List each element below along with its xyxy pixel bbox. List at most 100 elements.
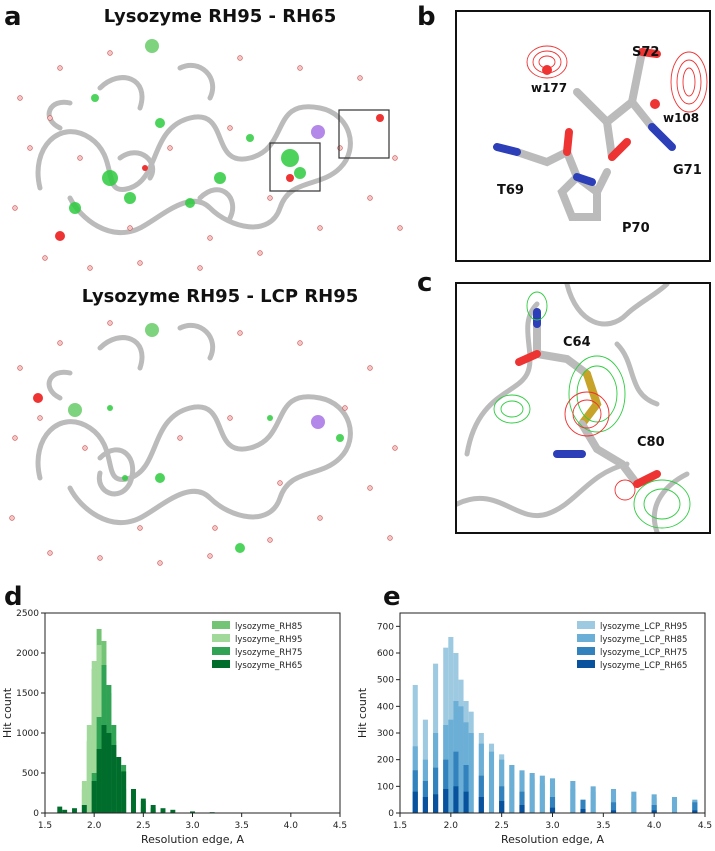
chart-e-legend-label: lysozyme_LCP_RH85 (600, 635, 687, 645)
panel-c-molecule: C64 C80 (457, 284, 691, 532)
chart-e-bar (549, 807, 556, 813)
chart-e-legend-swatch (577, 660, 595, 668)
chart-d-bar (101, 725, 107, 813)
chart-d-y-tick-label: 0 (33, 809, 39, 819)
chart-d-x-tick-label: 2.5 (136, 821, 150, 831)
chart-d: 1.5 2.0 2.5 3.0 3.5 4.0 4.5 0 500 1000 1500 2000 250… (1, 609, 347, 846)
panel-b-molecule: S72 w177 w108 G71 T69 P70 (493, 45, 708, 236)
chart-d-bar (81, 805, 87, 813)
chart-e-x-tick-label: 2.5 (495, 821, 509, 831)
chart-d-x-tick-label: 3.5 (235, 821, 249, 831)
chart-e-bar (499, 786, 505, 813)
chart-e-x-tick-label: 3.5 (596, 821, 610, 831)
chart-e-bar (570, 781, 576, 813)
chart-e-bar (463, 765, 469, 813)
chart-d-legend-swatch (212, 621, 230, 629)
chart-d-legend-swatch (212, 634, 230, 642)
chart-d-bar (72, 808, 77, 813)
chart-e-x-tick-label: 1.5 (393, 821, 407, 831)
chart-e-bar (412, 791, 418, 813)
chart-d-x-tick-label: 2.0 (87, 821, 102, 831)
chart-e-bar (671, 797, 678, 813)
chart-d-bar (91, 781, 97, 813)
chart-e-bar (539, 775, 545, 813)
chart-d-bar (62, 809, 68, 813)
residue-label-s72: S72 (632, 45, 659, 60)
chart-d-x-tick-label: 4.0 (284, 821, 299, 831)
chart-e-bar (468, 733, 474, 813)
chart-d-y-tick-label: 2000 (16, 649, 39, 659)
chart-d-y-tick-label: 2500 (16, 609, 39, 619)
chart-e: 1.5 2.0 2.5 3.0 3.5 4.0 4.5 0 100 200 300 400 500 600… (356, 612, 712, 846)
chart-e-bar (580, 799, 586, 813)
chart-e-bar (610, 789, 617, 813)
chart-d-bar (111, 745, 117, 813)
chart-e-legend-label: lysozyme_LCP_RH95 (600, 622, 687, 632)
chart-d-x-tick-label: 3.0 (185, 821, 200, 831)
chart-e-bar (509, 765, 515, 813)
chart-d-legend-label: lysozyme_RH65 (235, 661, 302, 671)
chart-e-bar (610, 802, 617, 813)
chart-e-bar (488, 751, 495, 813)
residue-label-t69: T69 (497, 183, 524, 198)
chart-e-x-tick-label: 3.0 (545, 821, 560, 831)
chart-e-legend-label: lysozyme_LCP_RH75 (600, 648, 687, 658)
chart-e-y-tick-label: 500 (377, 676, 394, 686)
chart-e-x-tick-label: 2.0 (444, 821, 459, 831)
chart-e-legend-swatch (577, 634, 595, 642)
lysozyme-diff-map-top (12, 39, 403, 271)
residue-label-c64: C64 (563, 335, 591, 350)
chart-d-x-tick-label: 1.5 (38, 821, 52, 831)
residue-label-w177: w177 (531, 81, 567, 95)
chart-e-bar (651, 810, 657, 813)
chart-d-legend-swatch (212, 660, 230, 668)
chart-e-y-tick-label: 700 (377, 622, 394, 632)
chart-e-bar (529, 773, 535, 813)
chart-d-legend-swatch (212, 647, 230, 655)
chart-e-bar (443, 759, 449, 813)
chart-e-bar (412, 770, 418, 813)
residue-label-p70: P70 (622, 221, 650, 236)
chart-d-y-tick-label: 1000 (16, 729, 39, 739)
chart-d-bar (160, 808, 166, 813)
chart-e-bar (692, 810, 698, 813)
residue-label-c80: C80 (637, 435, 665, 450)
chart-e-bar (651, 805, 657, 813)
chart-e-y-tick-label: 200 (377, 756, 394, 766)
panel-a-title-top: Lysozyme RH95 - RH65 (103, 6, 337, 27)
chart-e-y-tick-label: 100 (377, 782, 394, 792)
chart-d-x-tick-label: 4.5 (333, 821, 347, 831)
chart-e-bar (692, 802, 698, 813)
chart-e-bar (422, 797, 428, 813)
chart-d-bar (140, 798, 146, 813)
chart-d-bar (96, 749, 102, 813)
chart-e-y-tick-label: 0 (388, 809, 394, 819)
residue-label-w108: w108 (663, 111, 699, 125)
chart-d-xlabel: Resolution edge, A (141, 833, 244, 846)
chart-e-bar (448, 719, 454, 813)
chart-e-legend-swatch (577, 621, 595, 629)
chart-d-bar (190, 811, 195, 813)
chart-e-bar (458, 706, 464, 813)
panel-a-title-bottom: Lysozyme RH95 - LCP RH95 (81, 286, 359, 307)
chart-d-bar (116, 757, 122, 813)
chart-e-bar (499, 801, 505, 813)
chart-e-bar (453, 751, 459, 813)
chart-e-bar (610, 810, 617, 813)
residue-label-g71: G71 (673, 163, 702, 178)
chart-d-bar (170, 809, 176, 813)
chart-e-legend-swatch (577, 647, 595, 655)
panel-label-c: c (417, 268, 433, 298)
chart-e-bar (453, 786, 459, 813)
chart-e-bar (478, 797, 484, 813)
chart-d-bar (81, 781, 87, 813)
chart-d-bar (150, 805, 156, 813)
panel-label-b: b (417, 2, 436, 32)
panel-b-closeup: S72 w177 w108 G71 T69 P70 (455, 10, 711, 262)
chart-e-ylabel: Hit count (356, 687, 369, 738)
panel-label-a: a (4, 2, 22, 32)
chart-d-legend-label: lysozyme_RH95 (235, 635, 302, 645)
chart-d-bar (121, 771, 127, 813)
chart-d-legend-label: lysozyme_RH75 (235, 648, 302, 658)
chart-e-y-tick-label: 400 (377, 702, 394, 712)
